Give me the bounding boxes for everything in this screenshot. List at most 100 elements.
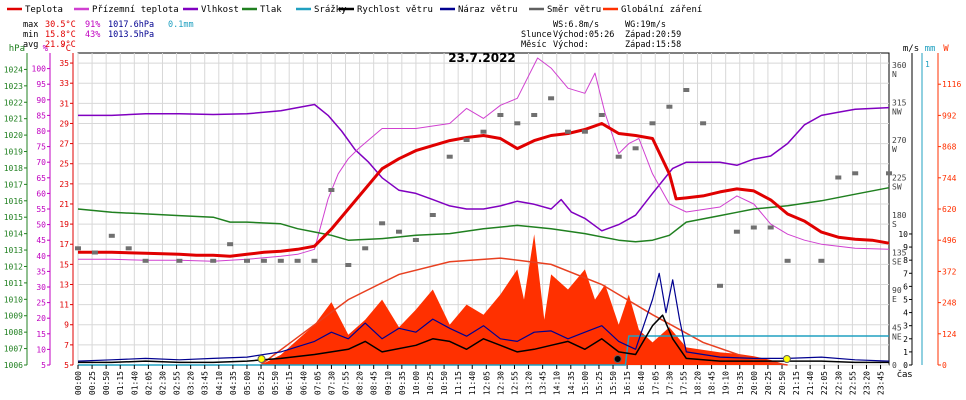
x-axis-tick-label: 00:50 bbox=[102, 371, 111, 395]
pressure-axis-tick-label: 1024 bbox=[4, 65, 23, 74]
radiation-axis-tick-label: 868 bbox=[942, 143, 957, 152]
wind-axis-unit: m/s bbox=[903, 44, 919, 54]
x-axis-tick-label: 03:45 bbox=[201, 371, 210, 395]
pressure-axis-tick-label: 1009 bbox=[4, 312, 23, 321]
stats-humidity: 43% bbox=[85, 30, 100, 40]
direction-axis-tick-label: 0 bbox=[892, 361, 897, 370]
stats-row-label: min bbox=[23, 30, 38, 40]
x-axis-tick-label: 11:15 bbox=[454, 371, 463, 395]
temperature-axis-tick-label: 35 bbox=[59, 59, 69, 68]
legend-label: Tlak bbox=[260, 5, 282, 15]
wind-direction-point bbox=[260, 258, 267, 263]
wind-axis-tick-label: 8 bbox=[903, 256, 908, 265]
wind-direction-point bbox=[125, 246, 132, 251]
temperature-axis-tick-label: 25 bbox=[59, 160, 69, 169]
humidity-axis-tick-label: 95 bbox=[36, 80, 46, 89]
pressure-axis-tick-label: 1022 bbox=[4, 98, 23, 107]
theoretical-radiation-line bbox=[260, 257, 788, 366]
x-axis-tick-label: 11:40 bbox=[468, 371, 477, 395]
humidity-axis-tick-label: 65 bbox=[36, 174, 46, 183]
axes: hPa1024102310221021102010191018101710161… bbox=[4, 44, 962, 395]
x-axis-tick-label: 15:25 bbox=[595, 371, 604, 395]
direction-axis-compass-label: NE bbox=[892, 333, 902, 342]
direction-axis-compass-label: W bbox=[892, 145, 897, 154]
wind-direction-point bbox=[294, 258, 301, 263]
direction-axis-tick-label: 225 bbox=[892, 174, 907, 183]
wind-axis-tick-label: 9 bbox=[903, 243, 908, 252]
wind-direction-point bbox=[514, 121, 521, 126]
x-axis-tick-label: 12:05 bbox=[482, 371, 491, 395]
humidity-axis-tick-label: 15 bbox=[36, 330, 46, 339]
legend: Teplota Přízemní teplota Vlhkost Tlak Srážky… bbox=[7, 5, 702, 15]
radiation-axis-tick-label: 124 bbox=[942, 330, 957, 339]
wind-direction-point bbox=[429, 213, 436, 217]
wind-direction-point bbox=[733, 229, 740, 234]
stats-row-label: max bbox=[23, 20, 38, 30]
wind-direction-point bbox=[784, 258, 791, 263]
wind-direction-point bbox=[244, 258, 250, 263]
direction-axis-compass-label: S bbox=[892, 220, 897, 229]
humidity-axis-tick-label: 5 bbox=[41, 361, 46, 370]
x-axis-tick-label: 20:50 bbox=[778, 371, 787, 395]
stats-moon-label: Měsíc bbox=[521, 40, 547, 50]
wind-direction-point bbox=[497, 113, 504, 117]
legend-label: Směr větru bbox=[547, 5, 601, 15]
temperature-axis-tick-label: 17 bbox=[59, 240, 69, 249]
humidity-axis-tick-label: 85 bbox=[36, 111, 46, 120]
stats-sunrise: Východ:05:26 bbox=[553, 30, 614, 40]
x-axis-tick-label: 07:30 bbox=[327, 371, 336, 395]
wind-direction-point bbox=[328, 188, 335, 192]
wind-direction-point bbox=[463, 138, 470, 142]
wind-direction-point bbox=[683, 88, 690, 92]
humidity-axis-tick-label: 20 bbox=[36, 314, 46, 323]
temperature-axis-tick-label: 11 bbox=[59, 301, 69, 310]
x-axis-tick-label: 22:05 bbox=[820, 371, 829, 395]
x-axis-tick-label: 15:50 bbox=[609, 371, 618, 395]
wind-axis-tick-label: 4 bbox=[903, 309, 908, 318]
radiation-axis-tick-label: 1116 bbox=[942, 80, 961, 89]
direction-axis-compass-label: SW bbox=[892, 183, 902, 192]
temperature-axis-tick-label: 13 bbox=[59, 280, 69, 289]
x-axis-tick-label: 09:10 bbox=[384, 371, 393, 395]
humidity-axis-tick-label: 45 bbox=[36, 236, 46, 245]
x-axis-tick-label: 03:20 bbox=[187, 371, 196, 395]
radiation-axis-tick-label: 620 bbox=[942, 205, 957, 214]
stats-temperature: 15.8°C bbox=[45, 30, 76, 40]
temperature-axis-tick-label: 9 bbox=[64, 321, 69, 330]
pressure-axis-tick-label: 1014 bbox=[4, 230, 23, 239]
series-lines bbox=[77, 57, 890, 366]
wind-direction-point bbox=[649, 121, 656, 126]
wind-direction-point bbox=[565, 129, 571, 134]
pressure-axis-tick-label: 1010 bbox=[4, 295, 23, 304]
wind-direction-point bbox=[362, 246, 369, 251]
x-axis-tick-label: 00:25 bbox=[88, 371, 97, 395]
temperature-axis-tick-label: 27 bbox=[59, 140, 69, 149]
pressure-axis-tick-label: 1012 bbox=[4, 262, 23, 271]
x-axis-tick-label: 10:25 bbox=[426, 371, 435, 395]
x-axis-tick-label: 08:45 bbox=[370, 371, 379, 395]
direction-axis-tick-label: 135 bbox=[892, 249, 907, 258]
humidity-axis-tick-label: 50 bbox=[36, 221, 46, 230]
wind-direction-point bbox=[227, 242, 234, 247]
legend-label: Srážky bbox=[314, 5, 347, 15]
pressure-axis-tick-label: 1019 bbox=[4, 148, 23, 157]
pressure-axis-tick-label: 1017 bbox=[4, 180, 23, 189]
x-axis-tick-label: 12:55 bbox=[511, 371, 520, 395]
x-axis-tick-label: 12:30 bbox=[496, 371, 505, 395]
marker-moonset bbox=[613, 355, 622, 363]
humidity-axis-tick-label: 30 bbox=[36, 283, 46, 292]
stats-temperature: 30.5°C bbox=[45, 20, 76, 30]
marker-sunrise bbox=[257, 355, 266, 363]
wind-direction-point bbox=[446, 154, 453, 159]
wind-direction-point bbox=[852, 171, 859, 176]
x-axis-tick-label: 18:20 bbox=[694, 371, 703, 395]
stats-pressure: 1017.6hPa bbox=[108, 20, 154, 30]
wind-axis-tick-label: 2 bbox=[903, 335, 908, 344]
legend-label: Přízemní teplota bbox=[92, 5, 179, 15]
radiation-axis-tick-label: 992 bbox=[942, 111, 957, 120]
humidity-axis-tick-label: 35 bbox=[36, 267, 46, 276]
direction-axis-compass-label: E bbox=[892, 295, 897, 304]
humidity-axis-tick-label: 55 bbox=[36, 205, 46, 214]
